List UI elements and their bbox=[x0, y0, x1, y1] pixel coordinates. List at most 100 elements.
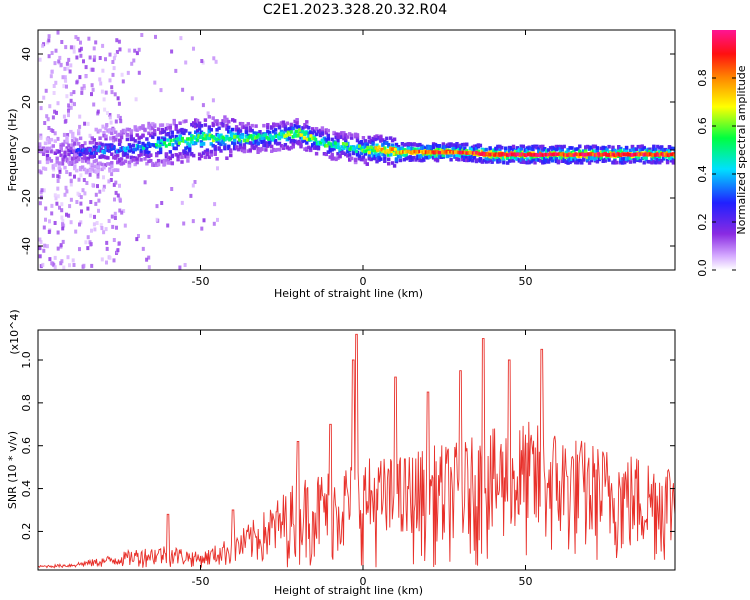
y-tick-label: 20 bbox=[20, 95, 33, 109]
spectrogram-cell bbox=[603, 159, 607, 163]
spectrogram-cell bbox=[519, 147, 523, 151]
spectrogram-cell bbox=[96, 162, 100, 166]
spectrogram-cell bbox=[273, 128, 278, 132]
noise-cell bbox=[52, 91, 56, 95]
spectrogram-cell bbox=[174, 124, 178, 128]
spectrogram-cell bbox=[593, 144, 598, 149]
spectrogram-cell bbox=[67, 148, 71, 153]
spectrogram-cell bbox=[268, 140, 272, 144]
noise-cell bbox=[112, 138, 115, 143]
spectrogram-cell bbox=[299, 142, 303, 147]
ridge-cell bbox=[239, 135, 243, 139]
spectrogram-cell bbox=[455, 157, 459, 161]
spectrogram-cell bbox=[43, 167, 48, 171]
spectrogram-cell bbox=[135, 157, 139, 161]
spectrogram-cell bbox=[605, 147, 609, 152]
noise-cell bbox=[90, 228, 93, 233]
colorbar-tick-label: 0.2 bbox=[696, 213, 709, 231]
spectrogram-cell bbox=[287, 136, 291, 141]
ridge-cell bbox=[588, 152, 592, 157]
ridge-cell bbox=[426, 150, 430, 154]
noise-cell bbox=[79, 46, 83, 51]
noise-cell bbox=[82, 59, 85, 64]
noise-cell bbox=[47, 34, 51, 39]
noise-cell bbox=[51, 115, 55, 120]
spectrogram-cell bbox=[92, 169, 96, 173]
spectrogram-cell bbox=[192, 153, 196, 158]
ridge-cell bbox=[366, 145, 370, 150]
ridge-cell bbox=[670, 152, 674, 157]
spectrogram-cell bbox=[474, 146, 479, 151]
spectrogram-cell bbox=[268, 142, 272, 147]
ridge-cell bbox=[299, 133, 303, 137]
spectrogram-cell bbox=[478, 158, 483, 162]
spectrogram-cell bbox=[541, 144, 545, 149]
spectrogram-cell bbox=[330, 137, 334, 142]
spectrogram-cell bbox=[197, 124, 202, 129]
ridge-cell bbox=[528, 153, 532, 157]
spectrogram-cell bbox=[531, 158, 535, 163]
noise-cell bbox=[50, 211, 54, 216]
ridge-cell bbox=[653, 153, 657, 157]
spectrogram-cell bbox=[225, 123, 229, 128]
ridge-cell bbox=[445, 149, 449, 154]
spectrogram-cell bbox=[279, 134, 284, 139]
spectrogram-cell bbox=[328, 148, 332, 152]
ridge-cell bbox=[90, 151, 93, 155]
noise-cell bbox=[53, 255, 57, 260]
ridge-cell bbox=[312, 137, 316, 141]
spectrogram-cell bbox=[180, 160, 184, 164]
ridge-cell bbox=[390, 147, 394, 151]
spectrogram-cell bbox=[671, 159, 675, 164]
spectrogram-cell bbox=[190, 122, 194, 127]
spectrogram-cell bbox=[591, 149, 596, 153]
noise-cell bbox=[66, 133, 70, 137]
spectrogram-cell bbox=[86, 146, 91, 151]
spectrogram-cell bbox=[84, 159, 89, 163]
spectrogram-cell bbox=[589, 156, 594, 161]
spectrogram-cell bbox=[648, 160, 652, 164]
ridge-cell bbox=[324, 144, 327, 148]
spectrogram-cell bbox=[121, 129, 126, 133]
spectrogram-cell bbox=[254, 139, 258, 143]
spectrogram-cell bbox=[662, 157, 666, 161]
noise-cell bbox=[45, 244, 49, 249]
spectrogram-cell bbox=[129, 129, 133, 133]
spectrogram-cell bbox=[234, 145, 239, 149]
ridge-cell bbox=[452, 150, 456, 154]
spectrogram-cell bbox=[71, 134, 75, 139]
spectrogram-cell bbox=[125, 137, 130, 142]
spectrogram-cell bbox=[108, 169, 112, 173]
spectrogram-cell bbox=[437, 155, 442, 159]
spectrogram-cell bbox=[375, 136, 379, 141]
spectrogram-cell bbox=[476, 149, 481, 154]
noise-cell bbox=[96, 174, 100, 179]
spectrogram-cell bbox=[550, 148, 555, 152]
spectrogram-cell bbox=[437, 144, 442, 148]
ridge-cell bbox=[471, 151, 475, 155]
noise-cell bbox=[75, 80, 79, 85]
spectrogram-cell bbox=[578, 144, 582, 149]
noise-cell bbox=[86, 246, 90, 251]
noise-cell bbox=[79, 201, 83, 206]
spectrogram-cell bbox=[357, 156, 362, 161]
spectrogram-cell bbox=[387, 157, 391, 162]
spectrogram-cell bbox=[149, 123, 153, 128]
noise-cell bbox=[38, 254, 42, 259]
spectrogram-cell bbox=[587, 161, 592, 165]
spectrogram-cell bbox=[293, 119, 297, 124]
noise-cell bbox=[50, 69, 54, 74]
spectrogram-cell bbox=[632, 159, 637, 164]
x-tick-label: 50 bbox=[519, 575, 533, 588]
spectrogram-cell bbox=[361, 155, 366, 159]
ridge-cell bbox=[519, 153, 522, 157]
spectrogram-cell bbox=[223, 143, 227, 147]
ridge-cell bbox=[369, 145, 373, 150]
spectrogram-cell bbox=[141, 124, 145, 129]
spectrogram-cell bbox=[599, 146, 603, 151]
spectrogram-cell bbox=[418, 142, 422, 147]
noise-cell bbox=[165, 123, 169, 128]
noise-cell bbox=[118, 115, 122, 120]
ridge-cell bbox=[275, 134, 279, 138]
spectrogram-cell bbox=[613, 157, 617, 161]
